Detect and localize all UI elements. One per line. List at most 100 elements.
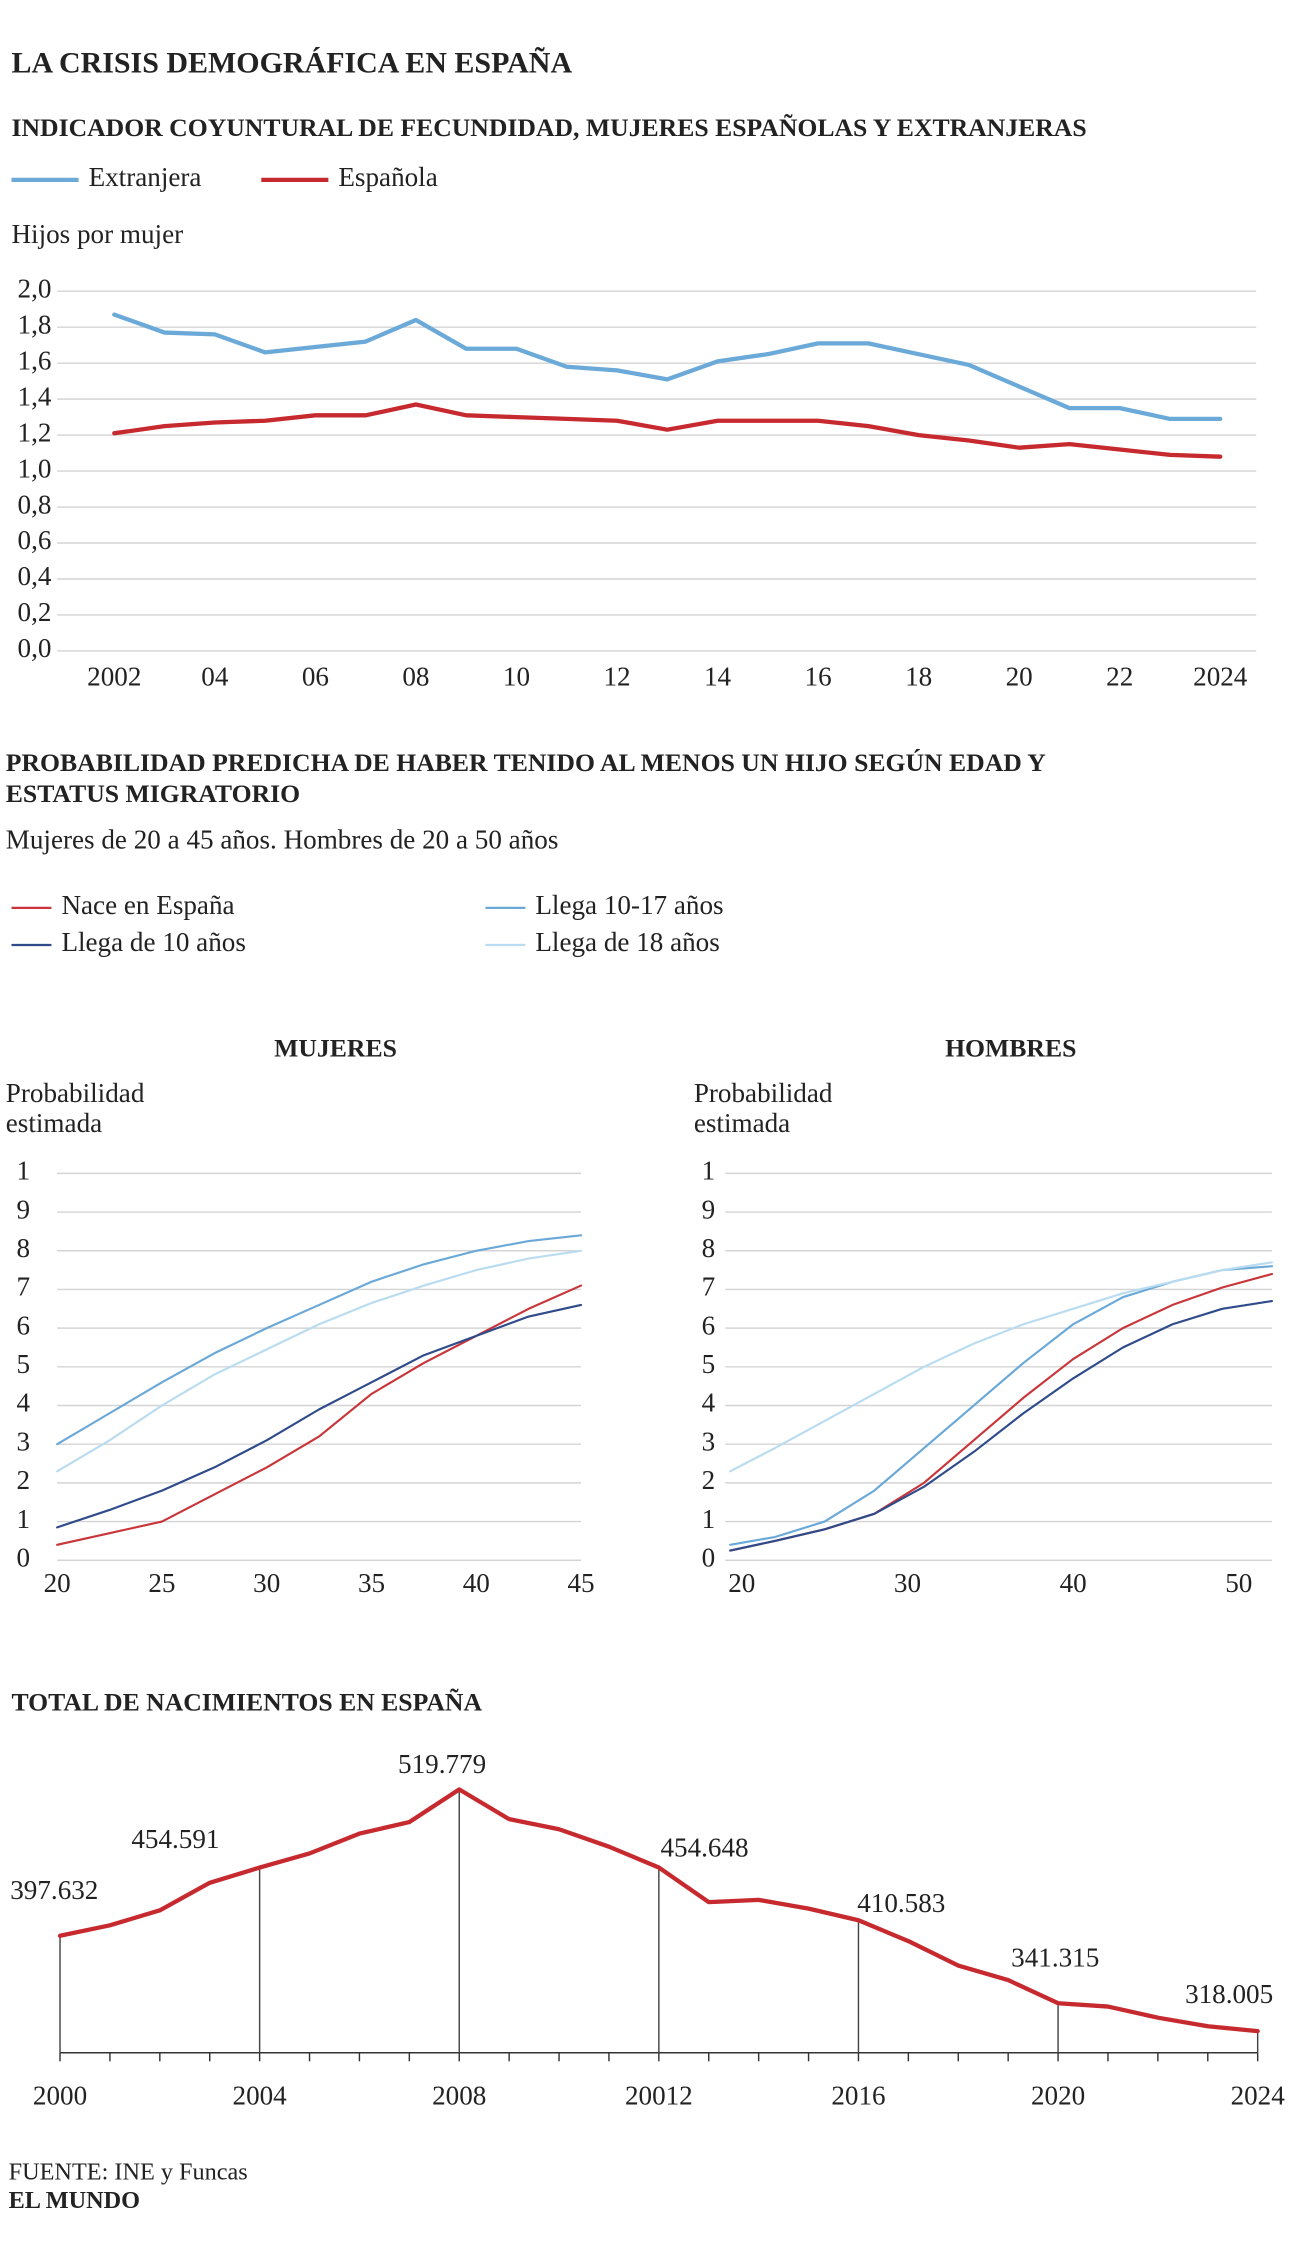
y-tick-label: 4 [702, 1388, 716, 1418]
x-tick-label: 2008 [432, 2081, 486, 2111]
y-tick-label: 5 [16, 1349, 30, 1379]
legend-label: Llega de 10 años [61, 927, 245, 957]
x-tick-label: 04 [201, 662, 229, 692]
y-tick-label: 2 [16, 1465, 30, 1495]
x-tick-label: 50 [1225, 1568, 1252, 1598]
x-tick-label: 2000 [33, 2081, 87, 2111]
x-tick-label: 40 [1060, 1568, 1087, 1598]
x-tick-label: 45 [567, 1568, 594, 1598]
series-line [57, 1787, 1260, 2034]
axis-label: Hijos por mujer [11, 219, 183, 249]
y-tick-label: 0,8 [18, 489, 52, 519]
y-tick-label: 3 [16, 1426, 30, 1456]
x-tick-label: 20 [728, 1568, 755, 1598]
y-tick-label: 1 [16, 1504, 30, 1534]
section-heading: PROBABILIDAD PREDICHA DE HABER TENIDO AL… [5, 748, 1045, 808]
panel-title: MUJERES [274, 1034, 397, 1063]
page-title: LA CRISIS DEMOGRÁFICA EN ESPAÑA [11, 47, 572, 80]
y-tick-label: 7 [702, 1272, 716, 1302]
y-tick-label: 0,4 [18, 561, 52, 591]
y-tick-label: 1 [16, 1156, 30, 1186]
y-tick-label: 0,6 [18, 525, 52, 555]
x-tick-label: 2020 [1031, 2081, 1085, 2111]
y-tick-label: 0,0 [18, 633, 52, 663]
series-line [112, 312, 1223, 422]
x-tick-label: 2004 [233, 2081, 288, 2111]
y-tick-label: 9 [702, 1194, 716, 1224]
legend-label: Llega 10-17 años [535, 890, 723, 920]
y-tick-label: 0 [16, 1542, 30, 1572]
y-tick-label: 1,0 [18, 453, 52, 483]
series-line [729, 1272, 1274, 1552]
y-tick-label: 6 [702, 1310, 716, 1340]
series-line [56, 1284, 583, 1546]
x-tick-label: 25 [148, 1568, 175, 1598]
source: FUENTE: INE y Funcas [9, 2159, 248, 2186]
series-line [56, 1303, 583, 1529]
y-tick-label: 8 [702, 1233, 716, 1263]
x-tick-label: 14 [704, 662, 732, 692]
y-tick-label: 1,8 [18, 309, 52, 339]
x-tick-label: 20 [1006, 662, 1033, 692]
chart-title: TOTAL DE NACIMIENTOS EN ESPAÑA [11, 1687, 482, 1716]
publisher: EL MUNDO [9, 2187, 140, 2214]
y-tick-label: 7 [16, 1272, 30, 1302]
x-tick-label: 40 [463, 1568, 490, 1598]
y-tick-label: 2,0 [18, 273, 52, 303]
x-tick-label: 2002 [87, 662, 141, 692]
x-tick-label: 22 [1106, 662, 1133, 692]
axis-label: Probabilidad estimada [693, 1079, 833, 1140]
x-tick-label: 08 [402, 662, 429, 692]
value-label: 519.779 [398, 1749, 486, 1779]
y-tick-label: 0 [702, 1542, 716, 1572]
y-tick-label: 6 [16, 1310, 30, 1340]
value-label: 397.632 [10, 1875, 98, 1905]
y-tick-label: 3 [702, 1426, 716, 1456]
y-tick-label: 2 [702, 1465, 716, 1495]
chart-title: INDICADOR COYUNTURAL DE FECUNDIDAD, MUJE… [11, 113, 1086, 142]
y-tick-label: 5 [702, 1349, 716, 1379]
x-tick-label: 20012 [625, 2081, 693, 2111]
y-tick-label: 1,6 [18, 345, 52, 375]
section-heading-box: PROBABILIDAD PREDICHA DE HABER TENIDO AL… [5, 748, 1045, 808]
series-line [112, 402, 1223, 459]
y-tick-label: 4 [16, 1388, 30, 1418]
x-tick-label: 2024 [1193, 662, 1248, 692]
subtitle: Mujeres de 20 a 45 años. Hombres de 20 a… [6, 824, 559, 854]
value-label: 454.648 [660, 1833, 748, 1863]
y-tick-label: 1,2 [18, 417, 52, 447]
x-tick-label: 20 [44, 1568, 71, 1598]
x-tick-label: 12 [603, 662, 630, 692]
value-label: 341.315 [1011, 1943, 1099, 1973]
panel-title: HOMBRES [945, 1034, 1076, 1063]
y-tick-label: 1 [702, 1504, 716, 1534]
x-tick-label: 06 [302, 662, 329, 692]
series-line [56, 1249, 583, 1473]
x-tick-label: 30 [894, 1568, 921, 1598]
y-tick-label: 9 [16, 1194, 30, 1224]
axis-label-box: Probabilidad estimada [693, 1079, 833, 1140]
legend-label: Nace en España [61, 890, 234, 920]
series-line [729, 1299, 1274, 1552]
legend-label: Extranjera [89, 162, 202, 192]
x-tick-label: 2016 [831, 2081, 885, 2111]
x-tick-label: 35 [358, 1568, 385, 1598]
y-tick-label: 0,2 [18, 597, 52, 627]
y-tick-label: 1 [702, 1156, 716, 1186]
series-line [56, 1234, 583, 1446]
axis-label: Probabilidad estimada [5, 1079, 145, 1140]
x-tick-label: 16 [805, 662, 832, 692]
x-tick-label: 18 [905, 662, 932, 692]
legend-label: Llega de 18 años [535, 927, 719, 957]
value-label: 410.583 [857, 1888, 945, 1918]
axis-label-box: Probabilidad estimada [5, 1079, 145, 1140]
x-tick-label: 2024 [1231, 2081, 1286, 2111]
y-tick-label: 8 [16, 1233, 30, 1263]
series-line [729, 1261, 1274, 1473]
y-tick-label: 1,4 [18, 381, 52, 411]
value-label: 318.005 [1185, 1979, 1273, 2009]
legend-label: Española [338, 162, 437, 192]
value-label: 454.591 [131, 1824, 219, 1854]
x-tick-label: 30 [253, 1568, 280, 1598]
